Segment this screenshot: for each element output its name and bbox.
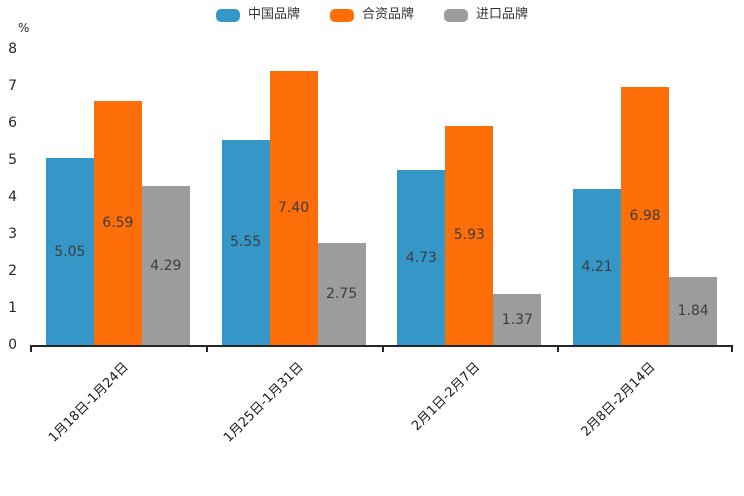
legend-item-series-2[interactable]: 进口品牌 [444, 8, 528, 22]
x-axis-category-label: 2月8日-2月14日 [578, 359, 659, 440]
bar-value-label: 7.40 [278, 200, 310, 217]
bar-value-label: 5.55 [230, 234, 262, 251]
bar-value-label: 6.98 [629, 207, 661, 224]
legend-swatch-icon [444, 8, 468, 22]
bar-series-0-category-1 [221, 139, 270, 345]
legend-label: 中国品牌 [247, 7, 300, 22]
plot-area: 5.05 6.59 4.29 5.55 7.40 2.75 4.73 5.93 1.37 4.21… [30, 49, 733, 347]
x-axis-tick [205, 347, 208, 352]
bar-value-label: 1.84 [677, 302, 709, 319]
x-axis-tick [731, 347, 733, 352]
legend-swatch-icon [329, 8, 354, 22]
bar-series-2-category-2 [493, 294, 542, 345]
x-axis-category-label: 1月25日-1月31日 [221, 359, 308, 446]
legend-item-series-1[interactable]: 合资品牌 [329, 7, 414, 22]
bar-series-1-category-2 [445, 125, 494, 345]
y-axis-tick-label: 7 [8, 78, 17, 94]
bar-value-label: 4.73 [405, 249, 437, 266]
bar-value-label: 6.59 [102, 215, 134, 232]
bar-series-0-category-2 [397, 170, 446, 345]
legend-item-series-0[interactable]: 中国品牌 [215, 7, 300, 22]
bar-value-label: 1.37 [501, 311, 533, 328]
bar-value-label: 4.21 [581, 259, 613, 276]
bar-series-2-category-0 [141, 186, 190, 345]
y-axis-tick-label: 3 [8, 226, 17, 242]
x-axis-tick [557, 347, 560, 352]
bar-value-label: 2.75 [326, 286, 358, 303]
legend-label: 合资品牌 [361, 7, 414, 22]
y-axis-tick-label: 1 [8, 300, 17, 316]
y-axis-tick-label: 0 [8, 337, 17, 353]
bar-series-1-category-1 [269, 71, 318, 345]
x-axis-tick [30, 347, 32, 352]
bar-series-2-category-1 [317, 243, 366, 345]
bar-series-0-category-0 [45, 158, 94, 345]
bar-series-2-category-3 [669, 276, 718, 345]
y-axis-unit-label: % [18, 21, 30, 35]
bar-series-1-category-0 [93, 101, 142, 345]
y-axis-tick-label: 2 [8, 263, 17, 279]
bar-value-label: 5.93 [453, 227, 485, 244]
legend-label: 进口品牌 [476, 7, 529, 22]
y-axis-tick-label: 4 [8, 189, 17, 205]
legend-swatch-icon [215, 8, 240, 22]
bar-value-label: 4.29 [150, 257, 182, 274]
y-axis-tick-label: 6 [8, 115, 17, 131]
y-axis-tick-label: 5 [8, 152, 17, 168]
bar-value-label: 5.05 [54, 243, 86, 260]
y-axis-tick-label: 8 [8, 41, 17, 57]
bar-series-0-category-3 [573, 189, 622, 345]
x-axis-category-label: 1月18日-1月24日 [45, 359, 132, 446]
x-axis-category-label: 2月1日-2月7日 [408, 359, 483, 434]
legend: 中国品牌 合资品牌 进口品牌 [0, 8, 744, 22]
x-axis-tick [381, 347, 384, 352]
bar-series-1-category-3 [621, 86, 670, 345]
